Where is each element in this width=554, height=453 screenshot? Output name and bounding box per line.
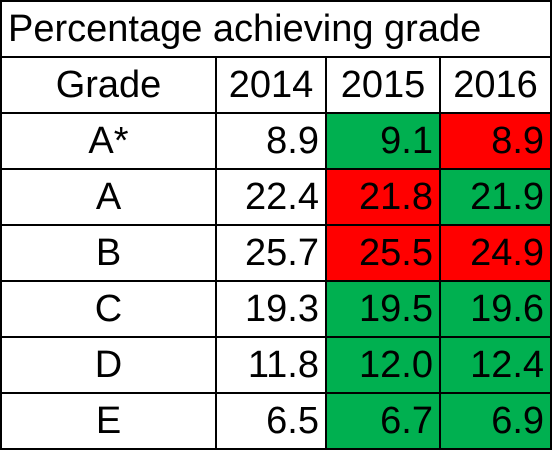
value-cell-2015: 25.5: [325, 224, 441, 282]
grade-cell: E: [0, 392, 217, 450]
value-cell-2016: 24.9: [438, 224, 553, 282]
column-header-grade: Grade: [0, 56, 217, 114]
value-cell-2014: 19.3: [215, 280, 327, 338]
column-header-2016: 2016: [438, 56, 553, 114]
value-cell-2015: 9.1: [325, 112, 441, 170]
table-row: D 11.8 12.0 12.4: [0, 336, 553, 394]
value-cell-2015: 19.5: [325, 280, 441, 338]
grade-cell: B: [0, 224, 217, 282]
table-row: E 6.5 6.7 6.9: [0, 392, 553, 450]
value-cell-2015: 12.0: [325, 336, 441, 394]
table-row: A* 8.9 9.1 8.9: [0, 112, 553, 170]
grade-cell: A*: [0, 112, 217, 170]
value-cell-2016: 12.4: [438, 336, 553, 394]
table-title: Percentage achieving grade: [0, 0, 553, 58]
value-cell-2015: 21.8: [325, 168, 441, 226]
value-cell-2014: 11.8: [215, 336, 327, 394]
value-cell-2014: 22.4: [215, 168, 327, 226]
value-cell-2014: 8.9: [215, 112, 327, 170]
grade-cell: D: [0, 336, 217, 394]
value-cell-2016: 6.9: [438, 392, 553, 450]
table-row: C 19.3 19.5 19.6: [0, 280, 553, 338]
column-header-2014: 2014: [215, 56, 327, 114]
table-row: B 25.7 25.5 24.9: [0, 224, 553, 282]
column-header-2015: 2015: [325, 56, 441, 114]
value-cell-2015: 6.7: [325, 392, 441, 450]
grade-cell: C: [0, 280, 217, 338]
value-cell-2016: 19.6: [438, 280, 553, 338]
grade-cell: A: [0, 168, 217, 226]
value-cell-2016: 21.9: [438, 168, 553, 226]
value-cell-2016: 8.9: [438, 112, 553, 170]
table-row: A 22.4 21.8 21.9: [0, 168, 553, 226]
value-cell-2014: 6.5: [215, 392, 327, 450]
value-cell-2014: 25.7: [215, 224, 327, 282]
